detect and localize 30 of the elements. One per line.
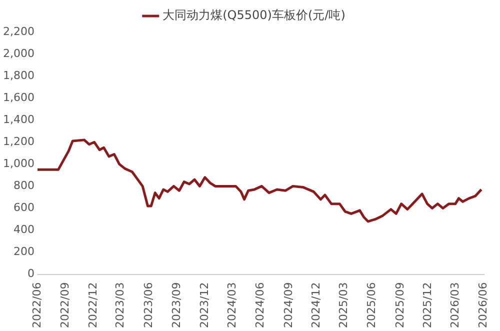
x-tick-label: 2024/06: [254, 282, 267, 328]
x-tick-label: 2022/06: [30, 282, 44, 328]
x-tick-label: 2026/06: [476, 282, 490, 328]
y-tick-label: 200: [13, 245, 34, 258]
y-tick-label: 1,800: [2, 68, 34, 82]
x-tick-label: 2024/09: [282, 282, 295, 328]
x-tick-label: 2025/09: [393, 282, 406, 328]
x-tick-label: 2026/03: [448, 282, 462, 328]
x-tick-label: 2025/06: [365, 282, 378, 328]
y-tick-label: 0: [27, 267, 34, 280]
y-tick-label: 2,000: [2, 46, 34, 60]
y-tick-label: 1,000: [2, 157, 34, 170]
y-tick-label: 1,600: [2, 90, 34, 104]
y-tick-label: 800: [13, 179, 34, 192]
y-tick-label: 1,200: [2, 134, 34, 148]
x-tick-label: 2025/03: [337, 282, 350, 328]
x-tick-label: 2023/03: [114, 282, 127, 328]
y-tick-label: 400: [13, 223, 34, 236]
y-tick-label: 600: [13, 201, 34, 214]
x-tick-label: 2024/03: [226, 282, 239, 328]
x-tick-label: 2022/09: [58, 282, 72, 328]
y-tick-label: 1,400: [2, 112, 34, 126]
x-tick-label: 2022/12: [86, 282, 100, 328]
x-tick-label: 2023/06: [142, 282, 155, 328]
x-tick-label: 2025/12: [421, 282, 434, 328]
legend-label: 大同动力煤(Q5500)车板价(元/吨): [162, 8, 346, 22]
x-tick-label: 2024/12: [310, 282, 323, 328]
y-tick-label: 2,200: [2, 24, 34, 38]
x-tick-label: 2023/09: [170, 282, 183, 328]
x-tick-label: 2023/12: [198, 282, 211, 328]
